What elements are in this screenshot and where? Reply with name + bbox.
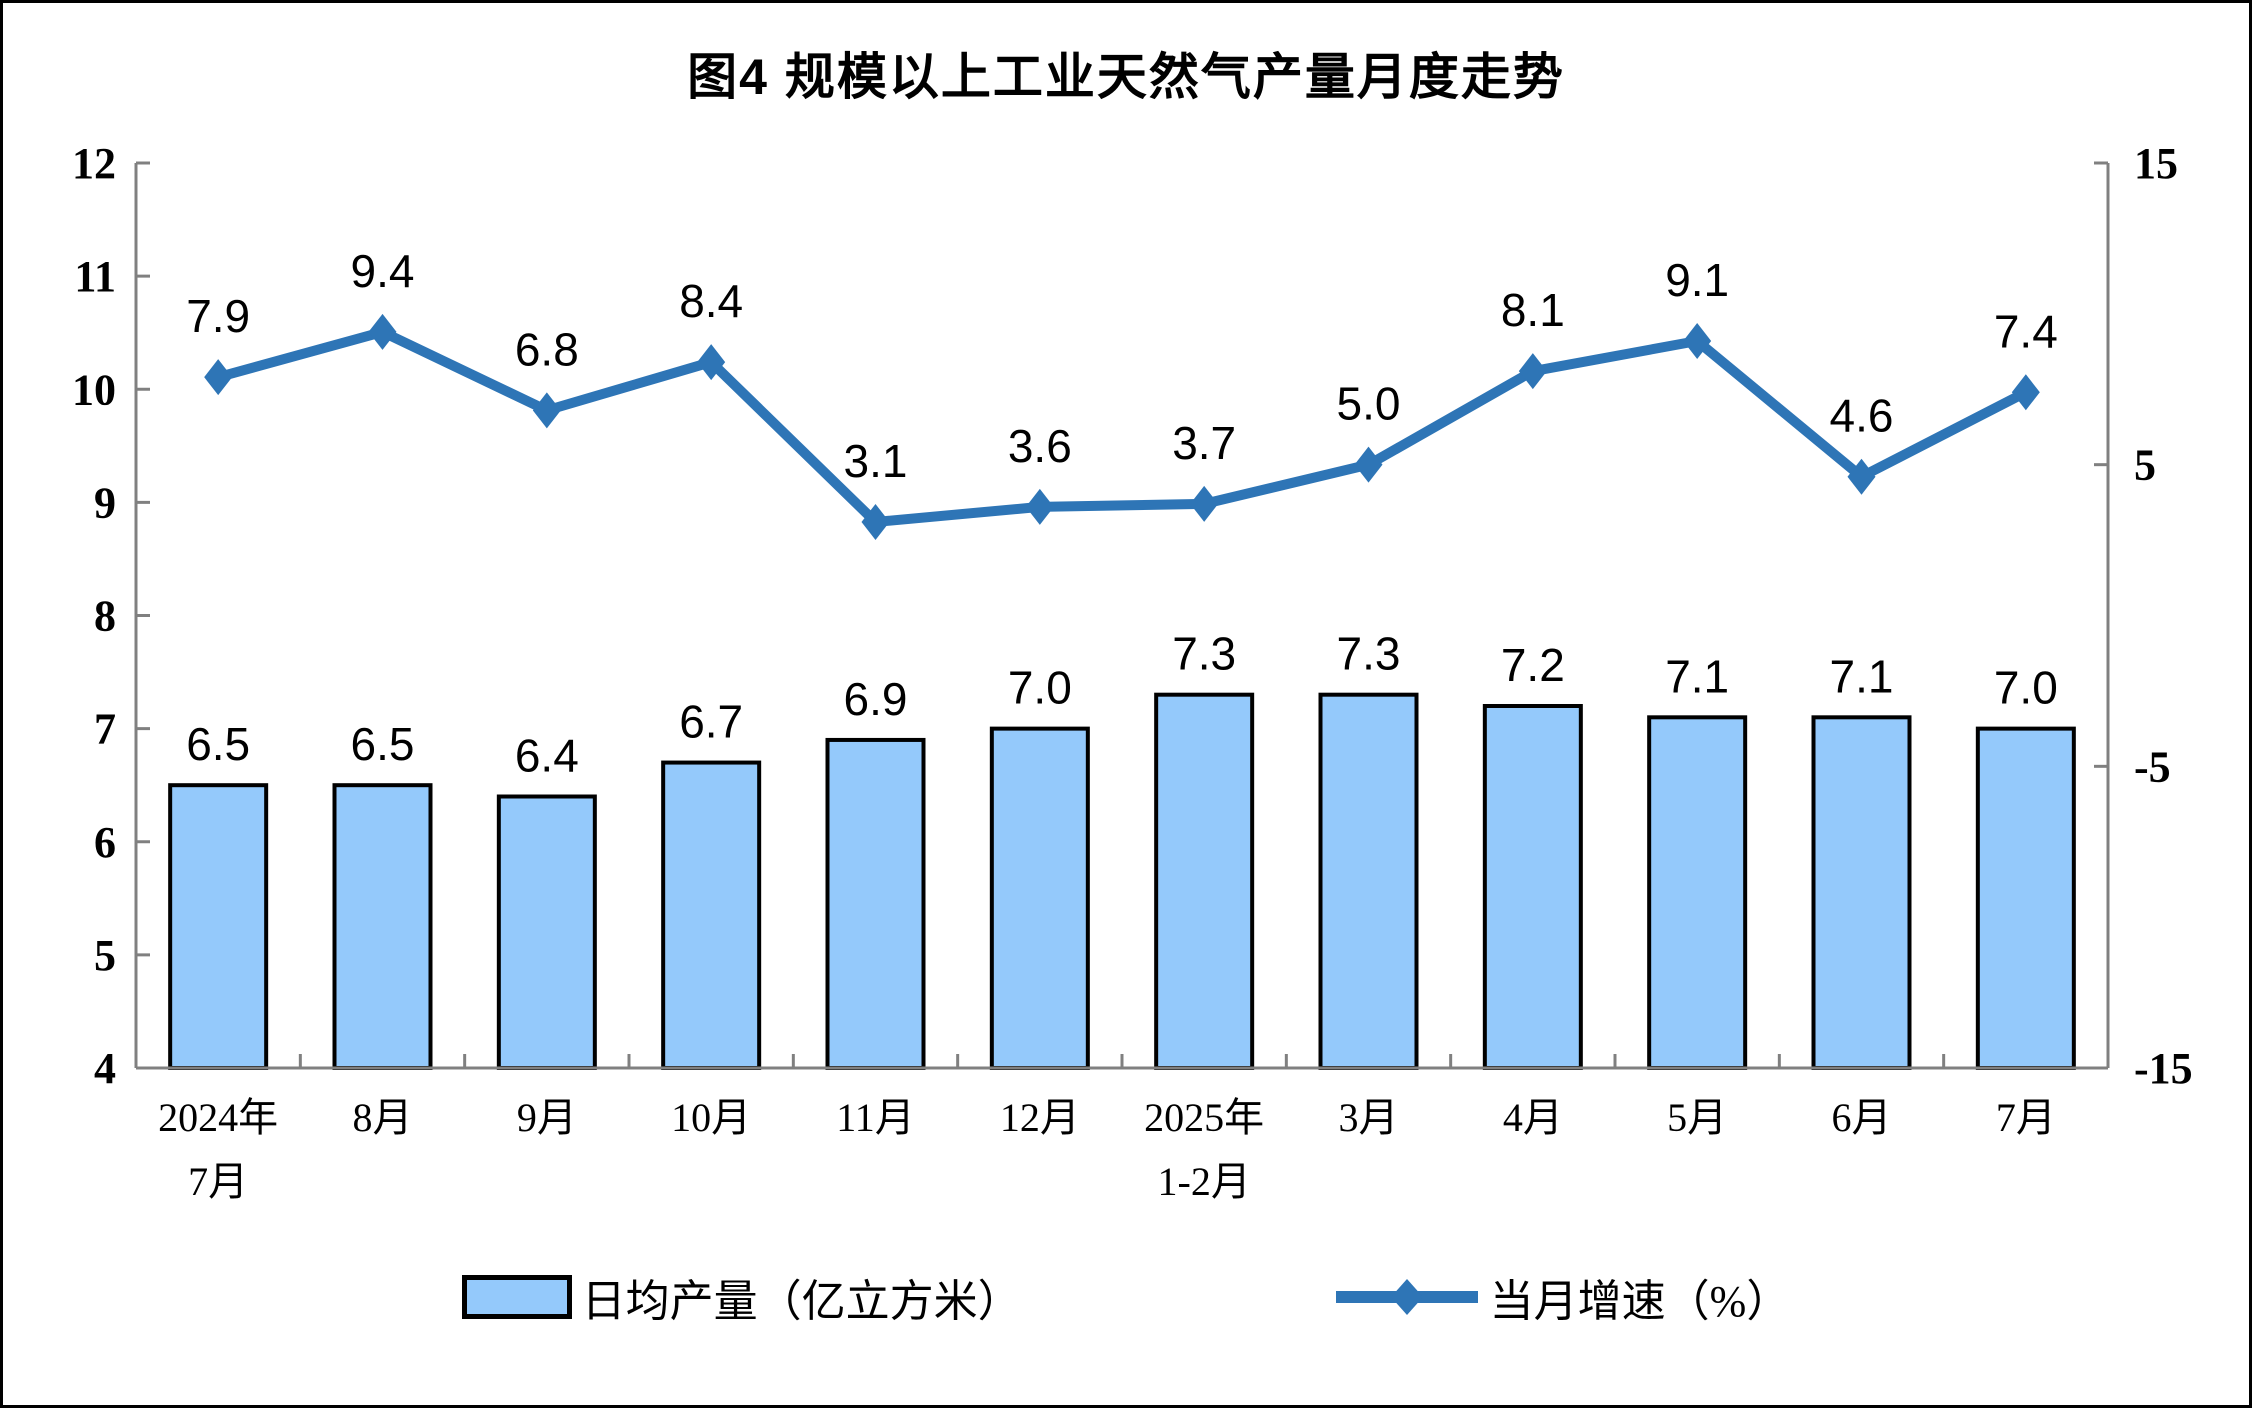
line-value-label: 6.8 (515, 323, 579, 375)
bar (332, 783, 433, 1070)
bar-value-label: 7.0 (1008, 662, 1072, 714)
bars-group: 6.5 6.5 6.4 6.7 6.9 7.0 7.3 7.3 7.2 7.1 7.1 7.0 (168, 628, 2076, 1070)
left-axis-tick-label: 11 (74, 252, 116, 301)
line-marker-diamond-icon (204, 359, 233, 396)
line-value-label: 9.4 (351, 245, 415, 297)
line-group: 7.9 9.4 6.8 8.4 3.1 3.6 3.7 5.0 8.1 9.1 4.6 7.4 (186, 245, 2058, 540)
right-axis-tick-label: -15 (2134, 1044, 2193, 1093)
bar-value-label: 7.1 (1665, 650, 1729, 702)
line-marker-diamond-icon (1354, 446, 1383, 483)
line-marker-diamond-icon (1683, 322, 1712, 359)
bar-value-label: 7.3 (1337, 628, 1401, 680)
bar (989, 726, 1090, 1070)
line-value-label: 8.4 (679, 275, 743, 327)
category-label: 7月 (188, 1159, 248, 1204)
category-label: 3月 (1339, 1095, 1399, 1140)
bar-value-label: 6.7 (679, 696, 743, 748)
category-label: 12月 (1000, 1095, 1080, 1140)
bar-value-label: 6.4 (515, 730, 579, 782)
line-value-label: 3.6 (1008, 420, 1072, 472)
line-marker-diamond-icon (1518, 353, 1547, 390)
left-axis-tick-label: 4 (94, 1044, 116, 1093)
line-marker-diamond-icon (1847, 458, 1876, 495)
category-label: 2024年 (158, 1095, 278, 1140)
bar-value-label: 6.9 (844, 673, 908, 725)
bar (825, 737, 926, 1070)
right-axis-tick-label: 15 (2134, 139, 2178, 188)
chart-title: 图4 规模以上工业天然气产量月度走势 (687, 49, 1565, 105)
category-label: 6月 (1832, 1095, 1892, 1140)
category-label: 8月 (353, 1095, 413, 1140)
line-value-label: 5.0 (1337, 378, 1401, 430)
bar (1318, 692, 1419, 1070)
line-value-label: 3.7 (1172, 417, 1236, 469)
axis-labels-group: 4 5 6 7 8 9 10 11 12 -15 -5 5 15 2024年 7月 8月 9月 10月 11月 12月… (72, 139, 2193, 1204)
bar (1647, 715, 1748, 1070)
right-axis-tick-label: 5 (2134, 441, 2156, 490)
line-value-label: 7.9 (186, 290, 250, 342)
line-marker-diamond-icon (1190, 485, 1219, 522)
line-value-label: 3.1 (844, 435, 908, 487)
legend-bar-label: 日均产量（亿立方米） (581, 1277, 1022, 1326)
line-marker-diamond-icon (697, 344, 726, 381)
left-axis-tick-label: 7 (94, 705, 116, 754)
category-label: 9月 (517, 1095, 577, 1140)
line-value-label: 4.6 (1830, 390, 1894, 442)
left-axis-tick-label: 5 (94, 931, 116, 980)
line-value-label: 8.1 (1501, 284, 1565, 336)
bar (1811, 715, 1912, 1070)
line-value-label: 7.4 (1994, 305, 2058, 357)
line-series-swatch-icon (1335, 1279, 1478, 1315)
bar-value-label: 6.5 (351, 718, 415, 770)
bar (1482, 704, 1583, 1070)
bar (1975, 726, 2076, 1070)
bar (1154, 692, 1255, 1070)
legend-item-bar: 日均产量（亿立方米） (461, 1265, 1022, 1329)
bar-series-swatch-icon (461, 1275, 572, 1319)
category-label: 1-2月 (1158, 1159, 1251, 1204)
chart-plot-area: 6.5 6.5 6.4 6.7 6.9 7.0 7.3 7.3 7.2 7.1 7.1 7.0 4 5 6 7… (72, 139, 2193, 1204)
bar-value-label: 7.0 (1994, 662, 2058, 714)
bar-value-label: 7.2 (1501, 639, 1565, 691)
line-marker-diamond-icon (1025, 488, 1054, 525)
category-label: 4月 (1503, 1095, 1563, 1140)
bar-value-label: 7.1 (1830, 650, 1894, 702)
category-label: 11月 (836, 1095, 915, 1140)
axes-group (134, 161, 2110, 1070)
bar (496, 794, 597, 1070)
left-axis-tick-label: 12 (72, 139, 116, 188)
right-axis-tick-label: -5 (2134, 742, 2171, 791)
line-marker-diamond-icon (861, 503, 890, 540)
bar (661, 760, 762, 1070)
line-value-label: 9.1 (1665, 254, 1729, 306)
line-marker-diamond-icon (368, 313, 397, 350)
legend-diamond-icon (1390, 1279, 1423, 1315)
legend: 日均产量（亿立方米） 当月增速（%） (3, 1265, 2249, 1329)
legend-line-label: 当月增速（%） (1489, 1277, 1791, 1326)
left-axis-tick-label: 6 (94, 818, 116, 867)
line-series-path (216, 326, 2029, 527)
category-label: 10月 (671, 1095, 751, 1140)
bar (168, 783, 269, 1070)
bar-value-label: 7.3 (1172, 628, 1236, 680)
category-label: 7月 (1996, 1095, 2056, 1140)
legend-item-line: 当月增速（%） (1332, 1265, 1791, 1329)
line-marker-diamond-icon (532, 392, 561, 429)
left-axis-tick-label: 9 (94, 478, 116, 527)
left-axis-tick-label: 10 (72, 365, 116, 414)
line-marker-diamond-icon (2011, 374, 2040, 411)
bar-value-label: 6.5 (186, 718, 250, 770)
category-label: 5月 (1667, 1095, 1727, 1140)
category-label: 2025年 (1144, 1095, 1264, 1140)
left-axis-tick-label: 8 (94, 592, 116, 641)
